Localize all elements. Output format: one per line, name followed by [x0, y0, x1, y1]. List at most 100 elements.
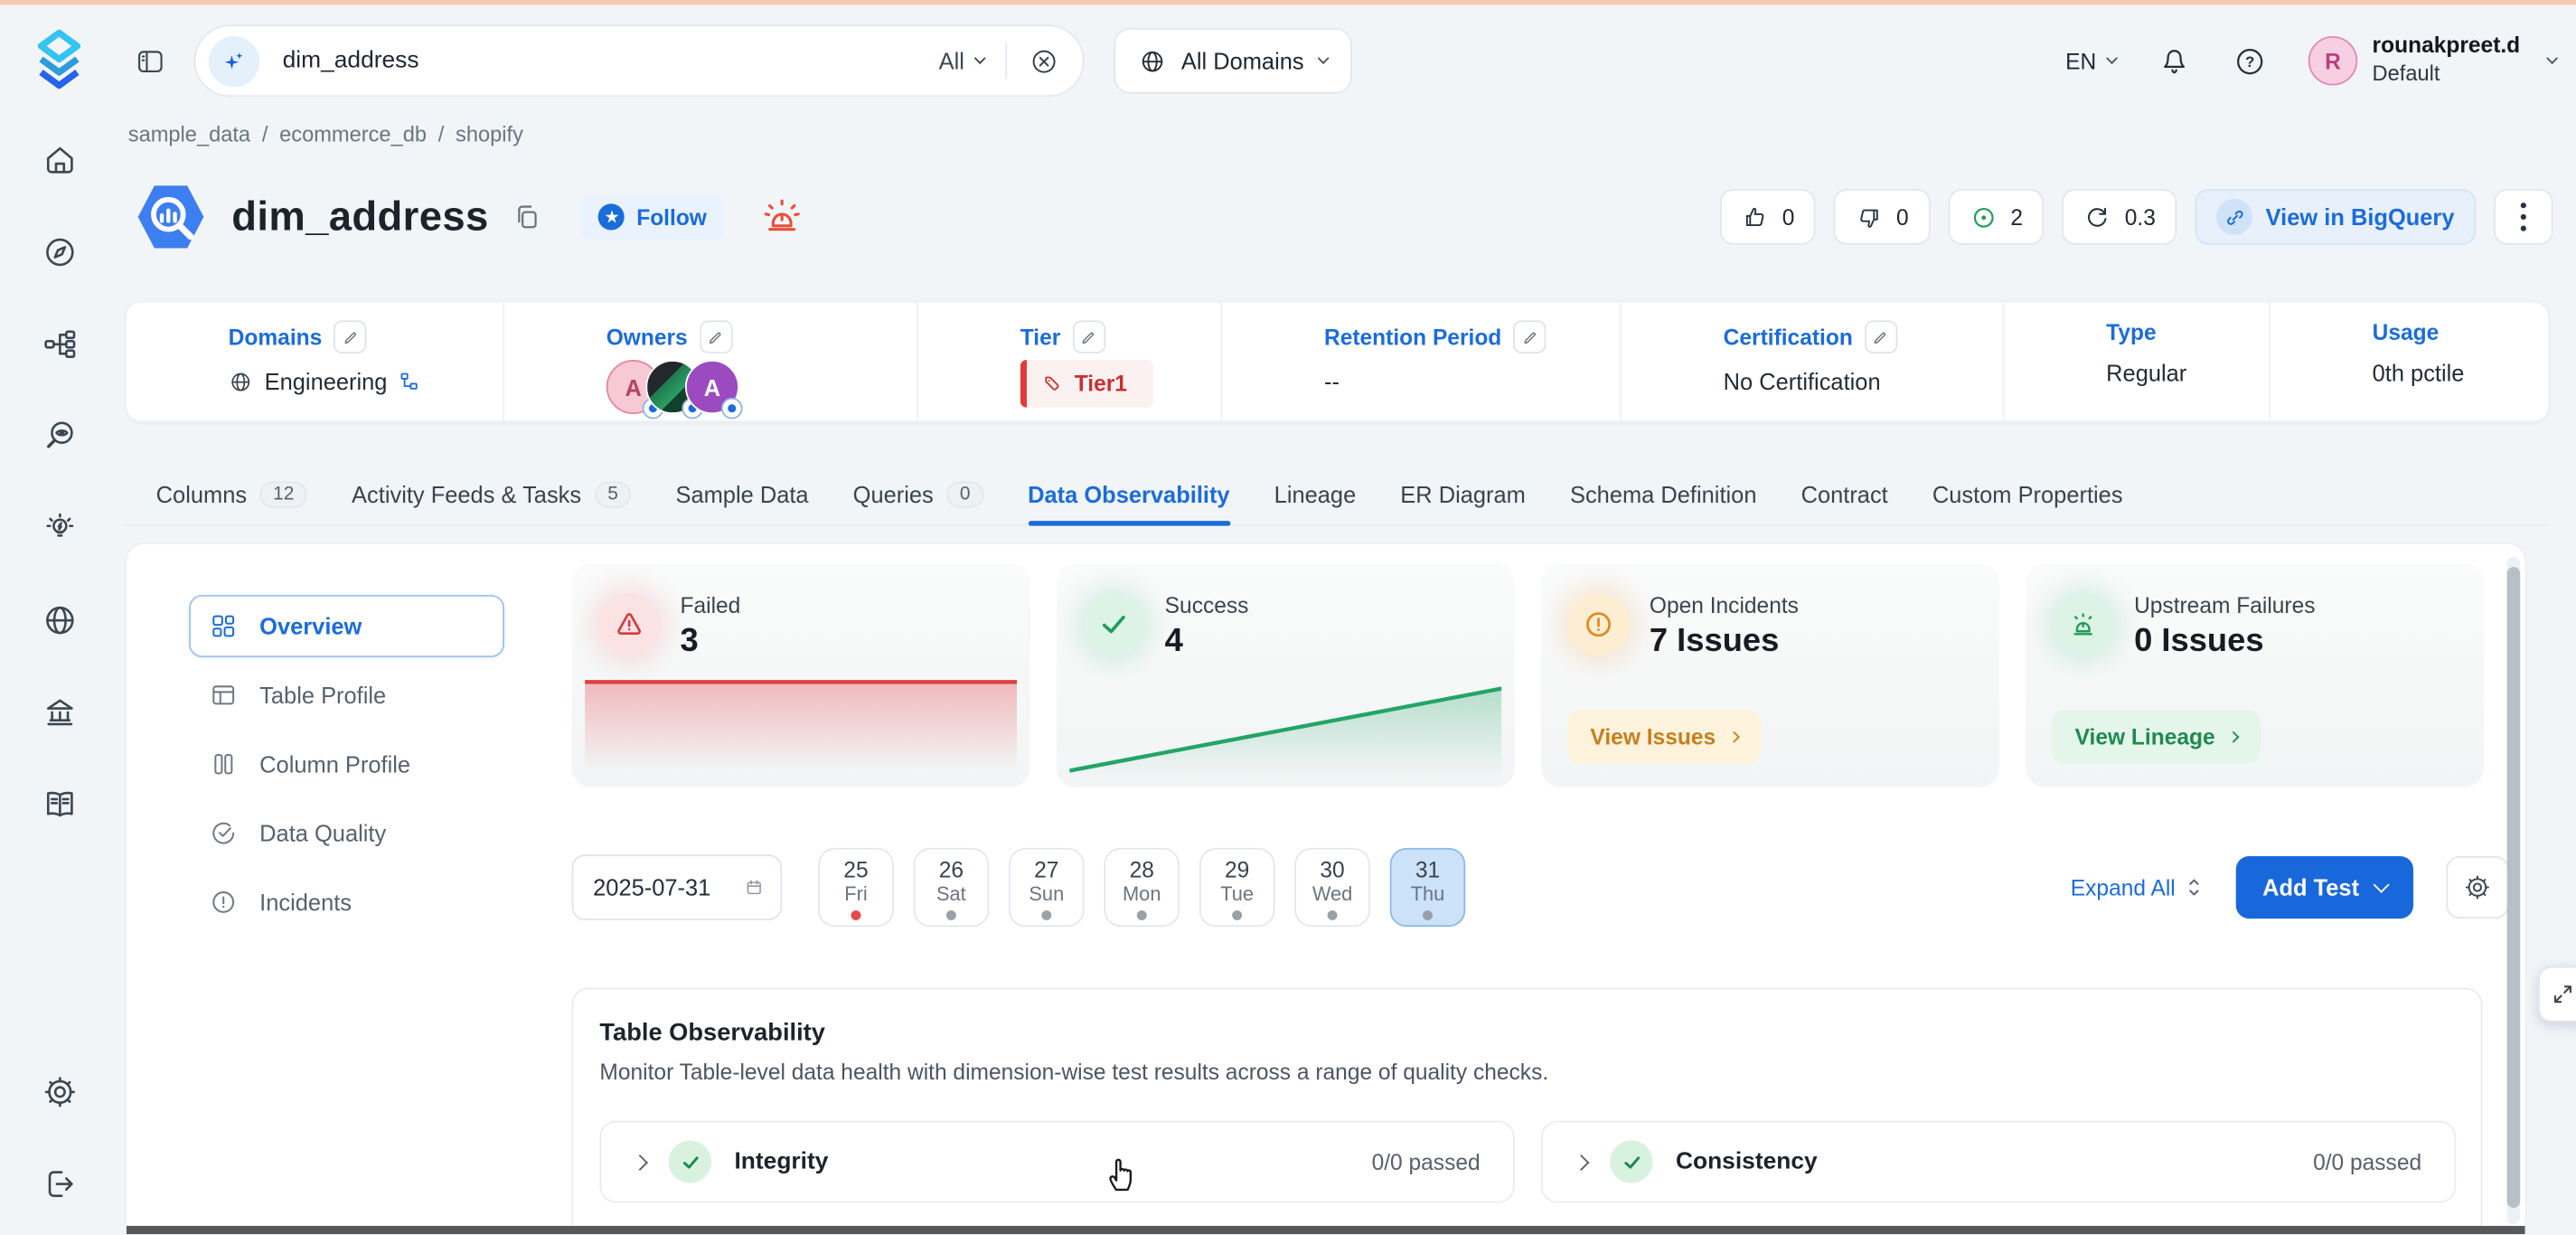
domain-value[interactable]: Engineering — [264, 368, 388, 395]
scrollbar-thumb[interactable] — [2506, 567, 2521, 1208]
watch-count-button[interactable]: 2 — [1948, 189, 2045, 245]
tab-activity-feeds[interactable]: Activity Feeds & Tasks 5 — [352, 465, 632, 523]
view-issues-button[interactable]: View Issues — [1566, 710, 1763, 765]
day-chip-28[interactable]: 28 Mon — [1104, 847, 1180, 928]
svg-text:?: ? — [2245, 52, 2254, 70]
search-scope-dropdown[interactable]: All — [939, 48, 986, 74]
user-name: rounakpreet.d — [2372, 33, 2521, 59]
tab-columns[interactable]: Columns 12 — [156, 465, 307, 523]
expand-row-icon[interactable] — [631, 1154, 648, 1171]
success-tests-card: Success 4 — [1056, 563, 1515, 787]
dimension-row-integrity[interactable]: Integrity 0/0 passed — [599, 1120, 1515, 1203]
test-settings-button[interactable] — [2446, 855, 2509, 919]
tab-contract[interactable]: Contract — [1800, 481, 1888, 508]
notifications-bell-icon[interactable] — [2157, 43, 2191, 78]
tab-custom-properties[interactable]: Custom Properties — [1932, 481, 2123, 508]
sidebar-item-observability[interactable] — [26, 402, 92, 468]
sidebar-item-glossary[interactable] — [26, 770, 92, 836]
date-picker[interactable] — [571, 854, 783, 920]
expand-row-icon[interactable] — [1573, 1154, 1590, 1171]
sidebar-item-logout[interactable] — [26, 1150, 92, 1216]
edit-domains-button[interactable] — [334, 320, 367, 354]
downvote-button[interactable]: 0 — [1833, 189, 1931, 245]
sidebar-toggle-button[interactable] — [135, 46, 166, 78]
edit-tier-button[interactable] — [1072, 320, 1105, 354]
view-lineage-button[interactable]: View Lineage — [2052, 710, 2261, 765]
search-input[interactable] — [282, 47, 939, 74]
follow-button[interactable]: ★ Follow — [580, 194, 725, 240]
dimension-check-icon — [1610, 1140, 1653, 1183]
section-title: Table Observability — [599, 1018, 825, 1047]
dimension-row-consistency[interactable]: Consistency 0/0 passed — [1540, 1120, 2457, 1203]
subnav-item-table-profile[interactable]: Table Profile — [189, 664, 504, 726]
sidebar-item-govern[interactable] — [26, 679, 92, 745]
breadcrumb-schema[interactable]: shopify — [456, 121, 523, 146]
breadcrumb: sample_data / ecommerce_db / shopify — [128, 122, 523, 146]
page-title: dim_address — [231, 193, 489, 240]
day-chip-25[interactable]: 25 Fri — [818, 847, 894, 928]
day-chip-29[interactable]: 29 Tue — [1199, 847, 1275, 928]
app-logo[interactable] — [28, 28, 90, 90]
thumbs-down-icon — [1860, 208, 1879, 227]
language-dropdown[interactable]: EN — [2065, 49, 2118, 73]
sidebar-item-domains[interactable] — [26, 587, 92, 653]
more-options-button[interactable] — [2494, 189, 2553, 245]
expand-panel-button[interactable] — [2538, 966, 2576, 1023]
tab-queries[interactable]: Queries 0 — [853, 465, 984, 523]
owner-avatar[interactable] — [645, 360, 703, 420]
tab-er-diagram[interactable]: ER Diagram — [1400, 481, 1526, 508]
day-chip-31-selected[interactable]: 31 Thu — [1389, 847, 1466, 928]
day-chip-30[interactable]: 30 Wed — [1294, 847, 1370, 928]
score-button[interactable]: 0.3 — [2062, 189, 2177, 245]
global-search-bar[interactable]: All — [193, 24, 1085, 98]
gear-icon — [2465, 875, 2489, 900]
day-chip-27[interactable]: 27 Sun — [1009, 847, 1085, 928]
expand-all-button[interactable]: Expand All — [2071, 875, 2204, 900]
copy-name-icon[interactable] — [512, 201, 544, 233]
clear-search-icon[interactable] — [1029, 45, 1060, 77]
add-test-button[interactable]: Add Test — [2236, 855, 2414, 919]
view-in-bigquery-button[interactable]: View in BigQuery — [2195, 189, 2477, 245]
breadcrumb-separator: / — [261, 121, 268, 146]
bank-icon — [46, 698, 72, 725]
alert-siren-icon[interactable] — [761, 195, 804, 238]
table-observability-panel: Table Observability Monitor Table-level … — [571, 987, 2483, 1235]
help-icon[interactable]: ? — [2233, 43, 2267, 78]
subnav-item-column-profile[interactable]: Column Profile — [189, 733, 504, 796]
date-input[interactable] — [593, 873, 745, 901]
pencil-icon — [343, 331, 356, 344]
tab-data-observability[interactable]: Data Observability — [1028, 465, 1230, 526]
star-icon: ★ — [598, 203, 625, 231]
sidebar-item-lineage[interactable] — [26, 311, 92, 377]
edit-owners-button[interactable] — [699, 320, 732, 354]
day-chip-26[interactable]: 26 Sat — [913, 847, 990, 928]
tab-count-badge: 5 — [594, 481, 632, 508]
tab-sample-data[interactable]: Sample Data — [675, 481, 809, 508]
edit-certification-button[interactable] — [1864, 320, 1897, 354]
domain-filter-dropdown[interactable]: All Domains — [1114, 27, 1352, 94]
tier-label: Tier — [1020, 324, 1061, 350]
subnav-item-incidents[interactable]: Incidents — [189, 871, 504, 933]
sidebar-item-settings[interactable] — [26, 1059, 92, 1125]
owner-avatar[interactable]: A — [684, 360, 743, 420]
sidebar-item-explore[interactable] — [26, 219, 92, 285]
upvote-button[interactable]: 0 — [1719, 189, 1816, 245]
user-menu[interactable]: R rounakpreet.d Default — [2308, 33, 2559, 88]
scrollbar-track[interactable] — [2506, 557, 2521, 1225]
subnav-item-data-quality[interactable]: Data Quality — [189, 802, 504, 864]
dimension-check-icon — [668, 1140, 712, 1183]
breadcrumb-service[interactable]: sample_data — [127, 121, 251, 146]
edit-retention-button[interactable] — [1513, 320, 1547, 354]
tier-chip[interactable]: Tier1 — [1020, 360, 1154, 408]
sidebar-item-home[interactable] — [26, 127, 92, 193]
open-incidents-label: Open Incidents — [1649, 593, 1799, 618]
type-value: Regular — [2106, 360, 2187, 387]
sidebar-item-insights[interactable] — [26, 495, 92, 561]
breadcrumb-database[interactable]: ecommerce_db — [279, 121, 428, 146]
tab-lineage[interactable]: Lineage — [1274, 481, 1357, 508]
lightbulb-icon — [45, 512, 73, 536]
open-incidents-card: Open Incidents 7 Issues View Issues — [1540, 563, 2000, 787]
tab-schema-definition[interactable]: Schema Definition — [1569, 481, 1757, 508]
next-section-edge — [126, 1225, 2525, 1235]
subnav-item-overview[interactable]: Overview — [189, 594, 505, 658]
